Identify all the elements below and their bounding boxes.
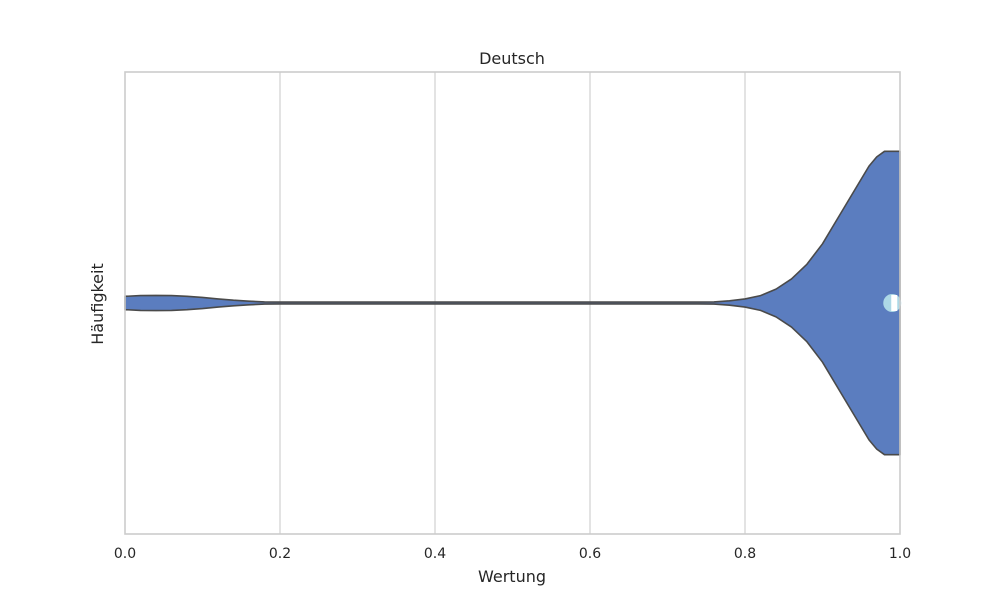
chart-title: Deutsch	[479, 49, 545, 68]
median-highlight	[891, 295, 898, 311]
x-axis-label: Wertung	[478, 567, 546, 586]
plot-frame	[124, 71, 901, 535]
violin-body	[124, 150, 901, 456]
x-tick-label: 1.0	[889, 546, 911, 562]
x-tick-label: 0.2	[269, 546, 291, 562]
x-tick-label: 0.0	[114, 546, 136, 562]
x-tick-label: 0.8	[734, 546, 756, 562]
x-tick-label: 0.6	[579, 546, 601, 562]
x-tick-label: 0.4	[424, 546, 446, 562]
y-axis-label: Häufigkeit	[88, 263, 107, 344]
